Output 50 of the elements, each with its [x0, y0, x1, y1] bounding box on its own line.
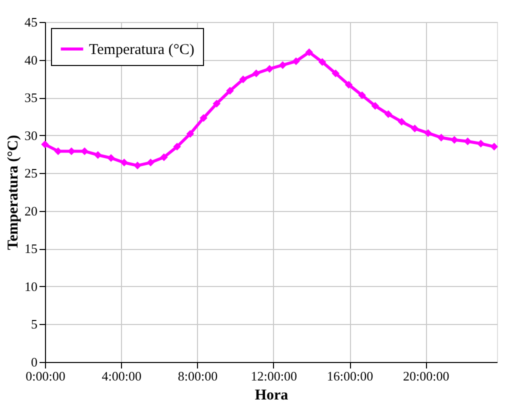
point [41, 140, 49, 148]
x-tick-label: 12:00:00 [250, 368, 297, 384]
point [134, 162, 142, 170]
point [160, 153, 168, 162]
y-tick-label: 10 [24, 278, 38, 294]
point [424, 129, 432, 137]
point [450, 136, 458, 144]
point [252, 70, 260, 78]
point [186, 130, 194, 138]
point [305, 48, 314, 56]
x-tick-label: 16:00:00 [326, 368, 374, 384]
y-tick-label: 45 [24, 14, 38, 30]
point [371, 102, 380, 110]
point [226, 86, 234, 95]
point [266, 64, 274, 73]
point [318, 58, 326, 66]
point [239, 76, 247, 84]
point [173, 142, 181, 151]
point [398, 118, 406, 126]
y-tick-label: 30 [24, 128, 38, 143]
y-tick-label: 20 [24, 203, 38, 218]
point [212, 100, 221, 108]
point [292, 57, 300, 66]
point [146, 158, 154, 166]
y-axis-title: Temperatura (°C) [6, 134, 22, 250]
y-tick-label: 0 [31, 354, 38, 370]
point [384, 110, 392, 118]
x-tick-label: 20:00:00 [403, 368, 450, 384]
x-tick-label: 8:00:00 [178, 368, 218, 384]
x-tick-label: 0:00:00 [26, 368, 66, 384]
y-tick-label: 5 [31, 316, 38, 332]
point [476, 140, 485, 148]
point [437, 134, 446, 142]
point [200, 114, 208, 122]
y-tick-label: 40 [24, 52, 38, 68]
point [344, 80, 353, 89]
point [120, 158, 128, 166]
legend-label: Temperatura (°C) [89, 42, 194, 58]
x-axis-title: Hora [254, 388, 289, 404]
point [410, 124, 419, 132]
point [358, 91, 366, 100]
x-tick-label: 4:00:00 [102, 368, 142, 384]
point [107, 154, 115, 162]
y-tick-label: 35 [24, 90, 38, 106]
point [278, 61, 287, 69]
point [490, 142, 498, 151]
point [94, 151, 102, 159]
y-tick-label: 15 [24, 241, 38, 256]
point [332, 70, 340, 78]
y-tick-label: 25 [24, 166, 38, 181]
